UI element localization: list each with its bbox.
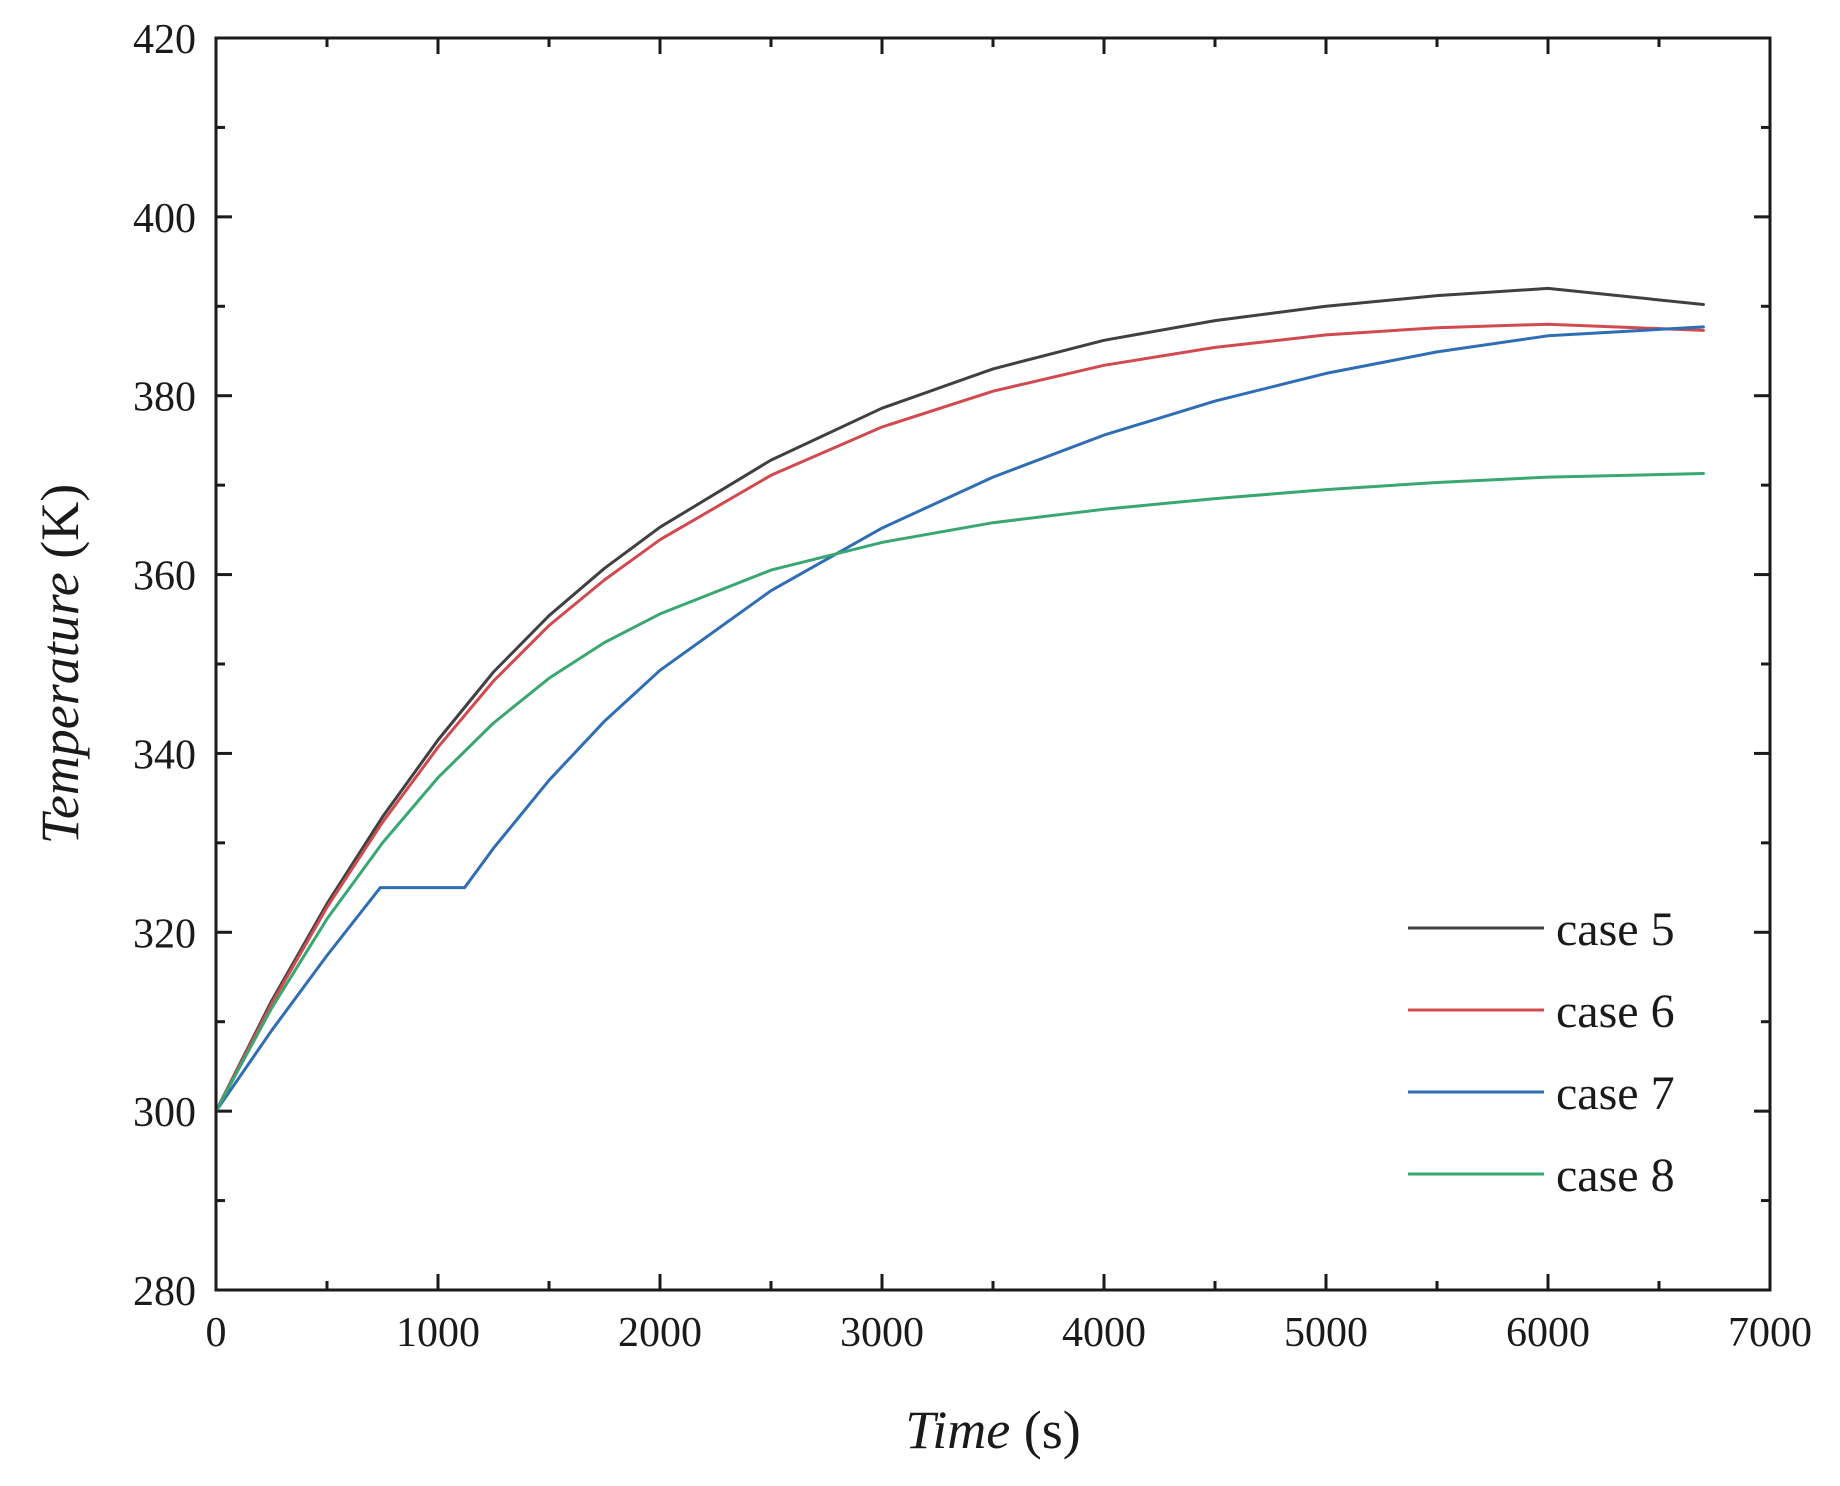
y-tick-labels: 280 300 320 340 360 380 400 420	[133, 17, 196, 1315]
x-tick-label: 1000	[396, 1310, 480, 1356]
x-axis-title-unit: (s)	[1010, 1400, 1080, 1460]
series-line-case-5	[214, 286, 1705, 1113]
x-tick-label: 4000	[1062, 1310, 1146, 1356]
series-line-case-8	[214, 472, 1705, 1113]
major-ticks	[214, 36, 1772, 1292]
legend-label: case 7	[1556, 1067, 1675, 1120]
y-tick-label: 280	[133, 1269, 196, 1315]
plot-frame	[214, 36, 1772, 1292]
x-tick-label: 2000	[618, 1310, 702, 1356]
y-axis-title-main: Temperature	[30, 572, 90, 844]
y-tick-label: 340	[133, 732, 196, 778]
series-lines	[214, 286, 1705, 1113]
x-tick-label: 5000	[1284, 1310, 1368, 1356]
legend-label: case 5	[1556, 903, 1675, 956]
y-tick-label: 400	[133, 196, 196, 242]
series-line-case-7	[214, 325, 1705, 1113]
y-axis-title: Temperature (K)	[30, 484, 90, 844]
x-tick-label: 0	[206, 1310, 227, 1356]
y-tick-label: 320	[133, 911, 196, 957]
x-tick-label: 6000	[1506, 1310, 1590, 1356]
y-axis-title-unit: (K)	[30, 484, 90, 572]
minor-ticks	[216, 38, 1770, 1290]
series-line-case-6	[214, 322, 1705, 1113]
y-tick-label: 380	[133, 375, 196, 421]
legend: case 5 case 6 case 7 case 8	[1408, 903, 1675, 1202]
x-tick-label: 7000	[1728, 1310, 1812, 1356]
y-tick-label: 420	[133, 17, 196, 63]
x-tick-labels: 0 1000 2000 3000 4000 5000 6000 7000	[206, 1310, 1813, 1356]
x-tick-label: 3000	[840, 1310, 924, 1356]
legend-label: case 6	[1556, 985, 1675, 1038]
x-axis-title: Time (s)	[905, 1400, 1081, 1460]
y-tick-label: 300	[133, 1090, 196, 1136]
x-axis-title-main: Time	[905, 1400, 1010, 1460]
y-tick-label: 360	[133, 554, 196, 600]
legend-label: case 8	[1556, 1149, 1675, 1202]
